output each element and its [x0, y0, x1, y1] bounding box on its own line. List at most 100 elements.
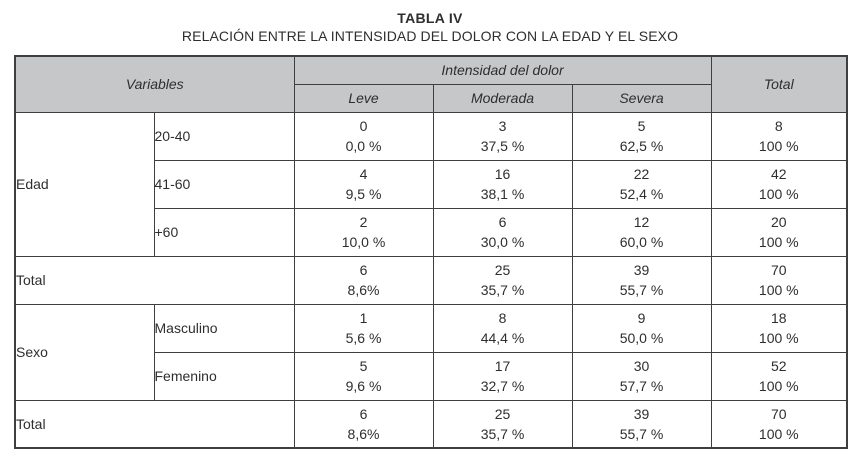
table-row-edad-41-60: 41-60 4 9,5 % 16 38,1 % 22 52,4 % 42 100…	[15, 159, 848, 209]
cell-total: 52 100 %	[710, 351, 848, 401]
cell-percent: 52,4 %	[619, 186, 664, 202]
cell-count: 3	[498, 118, 507, 134]
cell-leve: 2 10,0 %	[293, 207, 434, 257]
cell-severa: 22 52,4 %	[571, 159, 712, 209]
table-subtitle: RELACIÓN ENTRE LA INTENSIDAD DEL DOLOR C…	[181, 28, 679, 44]
cell-percent: 100 %	[758, 138, 799, 154]
cell-percent: 35,7 %	[480, 282, 525, 298]
cell-leve: 4 9,5 %	[293, 159, 434, 209]
cell-count: 17	[494, 358, 511, 374]
cell-leve: 6 8,6%	[293, 255, 434, 305]
group-label-sexo: Sexo	[14, 303, 155, 401]
cell-count: 70	[770, 262, 787, 278]
statistics-table: Variables Intensidad del dolor Total Lev…	[14, 55, 849, 449]
group-label-edad: Edad	[14, 111, 155, 257]
cell-count: 52	[770, 358, 787, 374]
cell-percent: 100 %	[758, 234, 799, 250]
cell-count: 25	[494, 262, 511, 278]
cell-count: 6	[498, 214, 507, 230]
cell-percent: 32,7 %	[480, 378, 525, 394]
table-row-sexo-total: Total 6 8,6% 25 35,7 % 39 55,7 % 70 100 …	[14, 399, 848, 449]
cell-percent: 35,7 %	[480, 425, 525, 442]
col-header-severa: Severa	[571, 83, 712, 113]
cell-count: 22	[633, 166, 650, 182]
cell-percent: 44,4 %	[480, 330, 525, 346]
cell-moderada: 8 44,4 %	[432, 303, 573, 353]
cell-moderada: 25 35,7 %	[432, 255, 573, 305]
row-label: Masculino	[153, 303, 295, 353]
row-label: 20-40	[153, 111, 295, 161]
table-row-sexo-masculino: Sexo Masculino 1 5,6 % 8 44,4 % 9 50,0 %…	[14, 303, 848, 401]
cell-count: 12	[633, 214, 650, 230]
title-block: TABLA IV RELACIÓN ENTRE LA INTENSIDAD DE…	[0, 9, 860, 45]
cell-percent: 100 %	[758, 282, 799, 298]
cell-severa: 5 62,5 %	[571, 111, 712, 161]
cell-total: 70 100 %	[710, 399, 848, 449]
header-row-2: Leve Moderada Severa	[15, 83, 847, 113]
cell-count: 16	[494, 166, 511, 182]
cell-count: 25	[494, 405, 511, 422]
cell-percent: 9,6 %	[345, 378, 382, 394]
cell-moderada: 25 35,7 %	[432, 399, 573, 449]
cell-leve: 6 8,6%	[293, 399, 434, 449]
cell-severa: 39 55,7 %	[571, 399, 712, 449]
cell-percent: 38,1 %	[480, 186, 525, 202]
col-header-intensity-group: Intensidad del dolor	[293, 55, 712, 85]
col-header-leve: Leve	[293, 83, 434, 113]
cell-total: 70 100 %	[710, 255, 848, 305]
cell-severa: 9 50,0 %	[571, 303, 712, 353]
row-label: +60	[153, 207, 295, 257]
cell-percent: 55,7 %	[619, 425, 664, 442]
total-row-label: Total	[14, 399, 295, 449]
row-label: Femenino	[153, 351, 295, 401]
cell-percent: 57,7 %	[619, 378, 664, 394]
cell-leve: 1 5,6 %	[293, 303, 434, 353]
cell-count: 5	[359, 358, 368, 374]
cell-moderada: 3 37,5 %	[432, 111, 573, 161]
cell-count: 6	[359, 262, 368, 278]
cell-count: 30	[633, 358, 650, 374]
cell-total: 8 100 %	[710, 111, 848, 161]
cell-count: 8	[498, 310, 507, 326]
cell-count: 0	[359, 118, 368, 134]
cell-count: 5	[637, 118, 646, 134]
cell-severa: 12 60,0 %	[571, 207, 712, 257]
cell-percent: 100 %	[758, 330, 799, 346]
cell-percent: 8,6%	[347, 282, 380, 298]
cell-percent: 60,0 %	[619, 234, 664, 250]
cell-count: 42	[770, 166, 787, 182]
cell-percent: 9,5 %	[345, 186, 382, 202]
cell-percent: 50,0 %	[619, 330, 664, 346]
cell-severa: 39 55,7 %	[571, 255, 712, 305]
cell-percent: 8,6%	[347, 425, 380, 442]
cell-total: 42 100 %	[710, 159, 848, 209]
table-row-edad-total: Total 6 8,6% 25 35,7 % 39 55,7 % 70 100 …	[14, 255, 848, 305]
cell-moderada: 17 32,7 %	[432, 351, 573, 401]
table-row-edad-20-40: Edad 20-40 0 0,0 % 3 37,5 % 5 62,5 % 8 1…	[14, 111, 848, 257]
cell-count: 9	[637, 310, 646, 326]
cell-count: 2	[359, 214, 368, 230]
table-header: Variables Intensidad del dolor Total Lev…	[14, 55, 848, 113]
cell-count: 20	[770, 214, 787, 230]
cell-count: 39	[633, 405, 650, 422]
cell-moderada: 16 38,1 %	[432, 159, 573, 209]
cell-percent: 30,0 %	[480, 234, 525, 250]
cell-count: 4	[359, 166, 368, 182]
cell-percent: 62,5 %	[619, 138, 664, 154]
cell-percent: 37,5 %	[480, 138, 525, 154]
row-label: 41-60	[153, 159, 295, 209]
cell-percent: 10,0 %	[341, 234, 386, 250]
cell-severa: 30 57,7 %	[571, 351, 712, 401]
cell-count: 1	[359, 310, 368, 326]
cell-percent: 0,0 %	[345, 138, 382, 154]
col-header-moderada: Moderada	[432, 83, 573, 113]
cell-leve: 0 0,0 %	[293, 111, 434, 161]
cell-count: 39	[633, 262, 650, 278]
cell-percent: 5,6 %	[345, 330, 382, 346]
col-header-total: Total	[710, 55, 848, 113]
cell-count: 8	[774, 118, 783, 134]
cell-total: 20 100 %	[710, 207, 848, 257]
cell-percent: 100 %	[758, 425, 799, 442]
cell-total: 18 100 %	[710, 303, 848, 353]
